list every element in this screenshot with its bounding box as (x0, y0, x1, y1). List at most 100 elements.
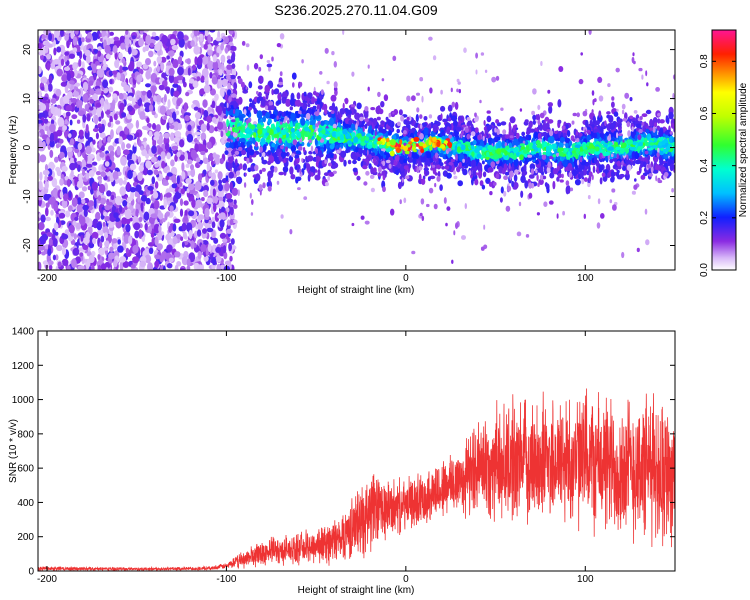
spectrogram-cell (474, 178, 479, 186)
spectrogram-cell (215, 156, 220, 165)
spectrogram-cell (88, 80, 94, 86)
spectrogram-cell (53, 202, 59, 212)
spectrogram-cell (108, 223, 115, 228)
spectrogram-cell (141, 90, 146, 96)
spectrogram-cell (210, 88, 216, 96)
spectrogram-cell (486, 115, 492, 123)
spectrogram-cell (246, 150, 250, 159)
spectrogram-cell (111, 70, 119, 75)
spectrogram-cell (471, 178, 474, 186)
spectrogram-cell (192, 72, 197, 77)
spectrogram-cell (289, 166, 294, 175)
spectrogram-cell (85, 30, 93, 33)
spectrogram-cell (196, 229, 202, 237)
spectrogram-cell (92, 93, 98, 101)
spectrogram-cell (43, 193, 50, 201)
spectrogram-cell (273, 89, 278, 95)
spectrogram-cell (276, 100, 282, 105)
spectrogram-cell (110, 129, 114, 139)
spectrogram-cell (113, 212, 119, 219)
spectrogram-cell (131, 35, 136, 40)
spectrogram-cell (641, 121, 645, 126)
spectrogram-cell (538, 178, 544, 185)
spectrogram-cell (114, 59, 120, 69)
spectrogram-cell (65, 104, 73, 112)
spectrogram-cell (266, 181, 270, 188)
spectrogram-cell (98, 178, 102, 185)
spectrogram-cell (113, 259, 118, 268)
spectrogram-cell (257, 85, 263, 90)
spectrogram-cell (167, 99, 171, 109)
spectrogram-cell (148, 130, 153, 137)
spectrogram-cell (224, 36, 229, 44)
spectrogram-cell (41, 34, 46, 40)
spectrogram-cell (102, 79, 109, 89)
spectrogram-cell (401, 177, 404, 183)
spectrogram-cell (203, 189, 209, 198)
spectrogram-cell (567, 162, 573, 171)
spectrogram-cell (225, 175, 229, 182)
spectrogram-cell (125, 223, 131, 233)
spectrogram-cell (650, 166, 654, 174)
spectrogram-cell (600, 126, 604, 134)
spectrogram-cell (50, 119, 55, 125)
spectrogram-cell (453, 230, 456, 236)
spectrogram-cell (392, 111, 395, 115)
spectrogram-cell (69, 162, 76, 171)
spectrogram-cell (617, 119, 621, 125)
spectrogram-cell (381, 170, 386, 176)
spectrogram-cell (352, 167, 358, 173)
spectrogram-cell (618, 135, 623, 142)
spectrogram-cell (177, 66, 184, 76)
spectrogram-cell (154, 131, 160, 138)
spectrogram-cell (554, 130, 558, 135)
spectrogram-cell (74, 216, 79, 221)
spectrogram-cell (104, 161, 110, 167)
spectrogram-cell (151, 110, 156, 116)
spectrogram-cell (87, 200, 95, 207)
spectrogram-cell (265, 112, 271, 119)
spectrogram-cell (135, 119, 140, 129)
spectrogram-cell (249, 149, 255, 156)
spectrogram-cell (91, 231, 99, 240)
spectrogram-cell (624, 92, 630, 99)
spectrogram-cell (95, 88, 102, 95)
spectrogram-cell (152, 87, 156, 97)
spectrogram-cell (97, 68, 105, 78)
spectrogram-cell (78, 191, 85, 199)
spectrogram-cell (264, 84, 271, 93)
spectrogram-cell (59, 138, 64, 144)
spectrogram-cell (173, 90, 180, 98)
spectrogram-cell (234, 150, 240, 155)
spectrogram-cell (194, 56, 198, 66)
spectrogram-cell (382, 186, 386, 193)
spectrogram-cell (85, 54, 91, 64)
spectrogram-cell (616, 153, 619, 160)
spectrogram-cell (282, 166, 289, 173)
spectrogram-cell (423, 127, 429, 136)
spectrogram-cell (181, 222, 187, 232)
spectrogram-cell (172, 121, 180, 131)
spectrogram-cell (173, 218, 181, 223)
spectrogram-cell (397, 161, 401, 169)
spectrogram-cell (79, 252, 84, 257)
spectrogram-cell (207, 243, 212, 252)
spectrogram-cell (154, 254, 161, 260)
spectrogram-cell (527, 154, 533, 158)
spectrogram-cell (203, 110, 209, 118)
spectrogram-cell (363, 111, 369, 119)
spectrogram-cell (82, 114, 87, 123)
spectrogram-cell (154, 181, 159, 189)
spectrogram-cell (213, 202, 217, 213)
spectrogram-cell (169, 117, 174, 124)
spectrogram-cell (112, 170, 119, 180)
spectrogram-cell (146, 169, 153, 176)
spectrogram-cell (140, 202, 144, 212)
spectrogram-cell (484, 69, 488, 74)
spectrogram-cell (95, 80, 101, 88)
spectrogram-cell (356, 102, 362, 110)
spectrogram-cell (94, 61, 100, 66)
spectrogram-cell (38, 51, 44, 56)
spectrogram-cell (481, 160, 485, 165)
spectrogram-cell (54, 231, 59, 236)
